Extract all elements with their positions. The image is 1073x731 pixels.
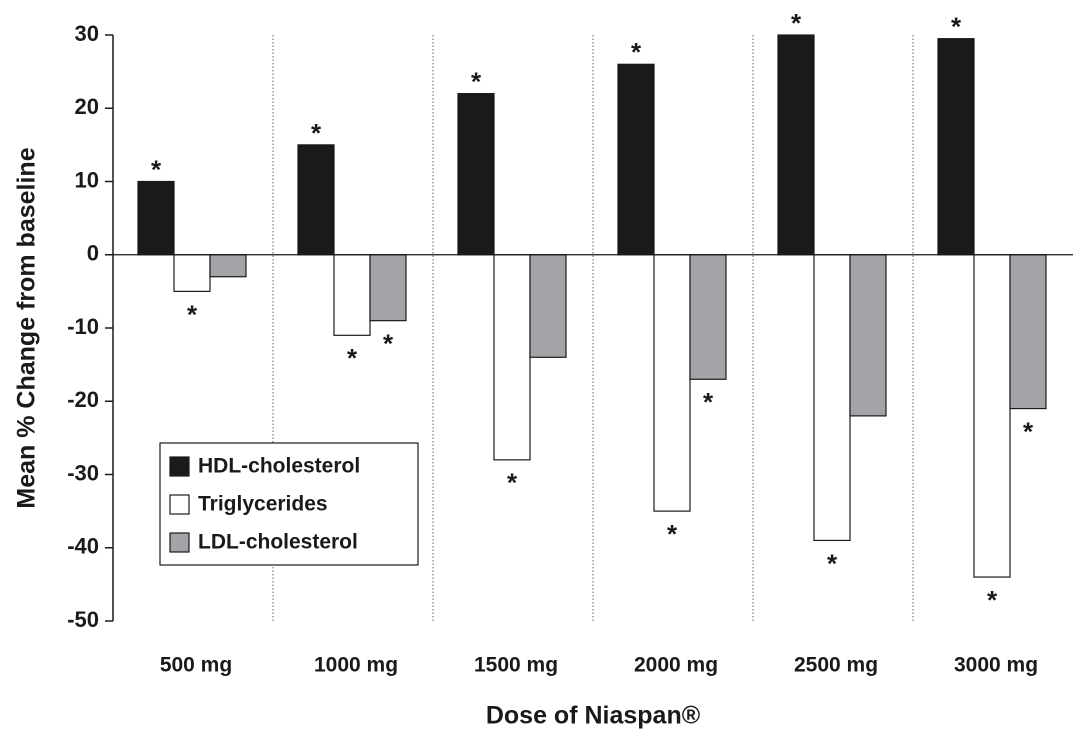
x-tick-label: 2500 mg bbox=[794, 654, 878, 677]
significance-marker: * bbox=[791, 8, 802, 38]
y-tick-label: 10 bbox=[75, 167, 99, 192]
bar bbox=[297, 144, 335, 256]
bar bbox=[493, 254, 531, 461]
legend-swatch bbox=[169, 456, 190, 477]
bar bbox=[457, 92, 495, 256]
bar bbox=[937, 38, 975, 256]
significance-marker: * bbox=[631, 37, 642, 67]
x-tick-label: 1000 mg bbox=[314, 654, 398, 677]
significance-marker: * bbox=[347, 343, 358, 373]
legend-label: HDL-cholesterol bbox=[198, 455, 360, 478]
significance-marker: * bbox=[703, 387, 714, 417]
x-tick-label: 500 mg bbox=[160, 654, 232, 677]
bar bbox=[617, 63, 655, 256]
legend-label: LDL-cholesterol bbox=[198, 531, 358, 554]
legend-label: Triglycerides bbox=[198, 493, 328, 516]
significance-marker: * bbox=[827, 548, 838, 578]
x-tick-label: 3000 mg bbox=[954, 654, 1038, 677]
bar bbox=[813, 254, 851, 542]
legend-swatch bbox=[169, 494, 190, 515]
bar bbox=[173, 254, 211, 292]
bar bbox=[137, 180, 175, 256]
bar bbox=[653, 254, 691, 512]
x-axis-title: Dose of Niaspan® bbox=[486, 702, 701, 730]
bar bbox=[529, 254, 567, 358]
y-axis-title: Mean % Change from baseline bbox=[13, 147, 41, 508]
significance-marker: * bbox=[187, 299, 198, 329]
bar bbox=[689, 254, 727, 380]
bar bbox=[777, 34, 815, 256]
y-tick-label: -20 bbox=[67, 387, 99, 412]
significance-marker: * bbox=[151, 154, 162, 184]
y-tick-label: 20 bbox=[75, 94, 99, 119]
bar bbox=[333, 254, 371, 336]
y-tick-label: -30 bbox=[67, 460, 99, 485]
y-tick-label: -10 bbox=[67, 314, 99, 339]
y-tick-label: 30 bbox=[75, 21, 99, 46]
y-tick-label: -50 bbox=[67, 607, 99, 632]
x-tick-label: 1500 mg bbox=[474, 654, 558, 677]
significance-marker: * bbox=[1023, 416, 1034, 446]
bar bbox=[849, 254, 887, 417]
legend-swatch bbox=[169, 532, 190, 553]
y-tick-label: -40 bbox=[67, 534, 99, 559]
significance-marker: * bbox=[987, 585, 998, 615]
legend-box bbox=[159, 442, 419, 566]
y-tick-label: 0 bbox=[87, 241, 99, 266]
bar bbox=[209, 254, 247, 278]
significance-marker: * bbox=[667, 519, 678, 549]
x-tick-label: 2000 mg bbox=[634, 654, 718, 677]
bar bbox=[369, 254, 407, 322]
significance-marker: * bbox=[311, 118, 322, 148]
significance-marker: * bbox=[951, 12, 962, 42]
bar bbox=[973, 254, 1011, 578]
significance-marker: * bbox=[507, 468, 518, 498]
significance-marker: * bbox=[383, 329, 394, 359]
significance-marker: * bbox=[471, 66, 482, 96]
bar bbox=[1009, 254, 1047, 410]
